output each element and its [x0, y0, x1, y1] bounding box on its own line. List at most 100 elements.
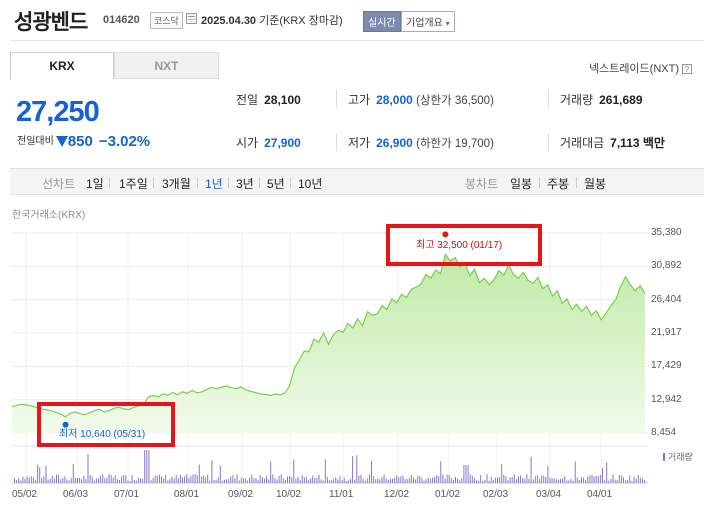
volume-bar — [639, 477, 641, 483]
volume-bar — [494, 477, 496, 483]
volume-bar — [413, 477, 414, 483]
period-10y-button[interactable]: 10년 — [298, 177, 323, 191]
period-1d-button[interactable]: 1일 — [86, 177, 104, 191]
nextrade-link[interactable]: 넥스트레이드(NXT)? — [589, 60, 692, 76]
volume-bar — [589, 475, 591, 483]
stat-volume: 거래량 261,689 — [560, 86, 643, 122]
volume-bar — [293, 459, 295, 483]
volume-bar — [499, 477, 501, 483]
volume-bar — [161, 476, 162, 483]
volume-bar — [247, 480, 249, 483]
volume-bar — [270, 461, 272, 483]
volume-bar — [184, 476, 186, 483]
volume-bar — [366, 478, 368, 483]
tab-krx[interactable]: KRX — [10, 52, 114, 79]
candle-daily-button[interactable]: 일봉 — [510, 177, 533, 191]
divider — [153, 177, 154, 188]
realtime-button[interactable]: 실시간 — [363, 11, 401, 32]
period-3m-button[interactable]: 3개월 — [162, 177, 191, 191]
volume-bar — [557, 480, 559, 483]
help-icon[interactable]: ? — [682, 64, 692, 74]
volume-bar — [608, 480, 610, 483]
volume-bar — [337, 479, 339, 483]
x-tick-label: 01/02 — [435, 489, 461, 500]
low-annotation: 최저 10,640 (05/31) — [59, 429, 146, 440]
volume-bar — [618, 475, 620, 483]
volume-bar — [51, 475, 53, 483]
volume-bar — [467, 465, 469, 483]
stat-value: 28,000 — [376, 93, 413, 107]
volume-bar — [398, 477, 400, 483]
volume-bar — [356, 455, 358, 483]
volume-bar — [509, 477, 511, 483]
volume-bar — [129, 480, 131, 483]
period-1y-button[interactable]: 1년 — [205, 177, 223, 191]
volume-bar — [98, 478, 99, 483]
volume-bar — [484, 479, 486, 483]
period-1w-button[interactable]: 1주일 — [119, 177, 148, 191]
volume-bar — [507, 480, 509, 483]
stock-header: 성광벤드 014620 코스닥 2025.04.30 기준(KRX 장마감) 실… — [0, 0, 704, 36]
stat-high: 고가 28,000 (상한가 36,500) — [348, 86, 494, 122]
volume-bar — [450, 478, 452, 483]
divider — [576, 177, 577, 188]
volume-bar — [364, 480, 366, 483]
volume-bar — [423, 480, 425, 483]
x-tick-label: 12/02 — [384, 489, 410, 500]
volume-bar — [478, 480, 480, 483]
x-tick-label: 11/01 — [329, 489, 354, 500]
candle-weekly-button[interactable]: 주봉 — [547, 177, 570, 191]
volume-bar — [429, 478, 431, 483]
volume-bar — [112, 477, 114, 483]
volume-bar — [469, 474, 471, 483]
volume-bar — [524, 478, 526, 483]
volume-label: 거래량 — [663, 450, 693, 463]
volume-bar — [142, 478, 144, 483]
volume-bar — [68, 480, 70, 483]
stat-value: 27,900 — [264, 136, 301, 150]
volume-bar — [219, 465, 221, 483]
volume-bar — [444, 478, 446, 483]
volume-bar — [635, 478, 637, 483]
volume-bar — [329, 480, 330, 483]
chevron-down-icon: ▾ — [445, 19, 450, 28]
volume-bar — [520, 475, 522, 483]
volume-bar — [383, 474, 385, 483]
volume-bar — [106, 477, 108, 483]
volume-bar — [175, 474, 177, 483]
volume-bar — [625, 480, 627, 483]
volume-bar — [108, 474, 110, 483]
volume-bar — [45, 465, 47, 483]
volume-bar — [343, 477, 345, 483]
volume-bar — [375, 479, 377, 483]
period-3y-button[interactable]: 3년 — [236, 177, 254, 191]
volume-bar — [274, 478, 276, 483]
stat-amount: 거래대금 7,113 백만 — [560, 129, 665, 165]
volume-bar — [641, 478, 643, 483]
header-divider — [10, 40, 704, 41]
volume-bar — [278, 475, 280, 483]
volume-bar — [597, 476, 599, 483]
volume-bar — [335, 477, 337, 483]
stat-value: 261,689 — [599, 93, 643, 107]
tab-nxt[interactable]: NXT — [114, 52, 219, 79]
volume-bar — [644, 480, 645, 483]
company-overview-button[interactable]: 기업개요 ▾ — [401, 11, 455, 32]
candle-monthly-button[interactable]: 월봉 — [584, 177, 607, 191]
x-tick-label: 02/03 — [483, 489, 509, 500]
volume-bar — [119, 479, 120, 483]
volume-bar — [322, 480, 324, 483]
volume-bar — [299, 480, 301, 483]
volume-bar — [305, 476, 307, 483]
volume-bar — [95, 478, 97, 483]
quote-stats: 전일 28,100 고가 28,000 (상한가 36,500) 거래량 261,68… — [226, 86, 704, 158]
volume-bar — [47, 479, 49, 483]
volume-bar — [614, 479, 616, 483]
volume-bar — [503, 474, 505, 483]
volume-bar — [620, 475, 622, 483]
volume-bar — [515, 479, 517, 483]
period-5y-button[interactable]: 5년 — [267, 177, 285, 191]
volume-bar — [43, 476, 45, 483]
divider — [336, 90, 337, 108]
